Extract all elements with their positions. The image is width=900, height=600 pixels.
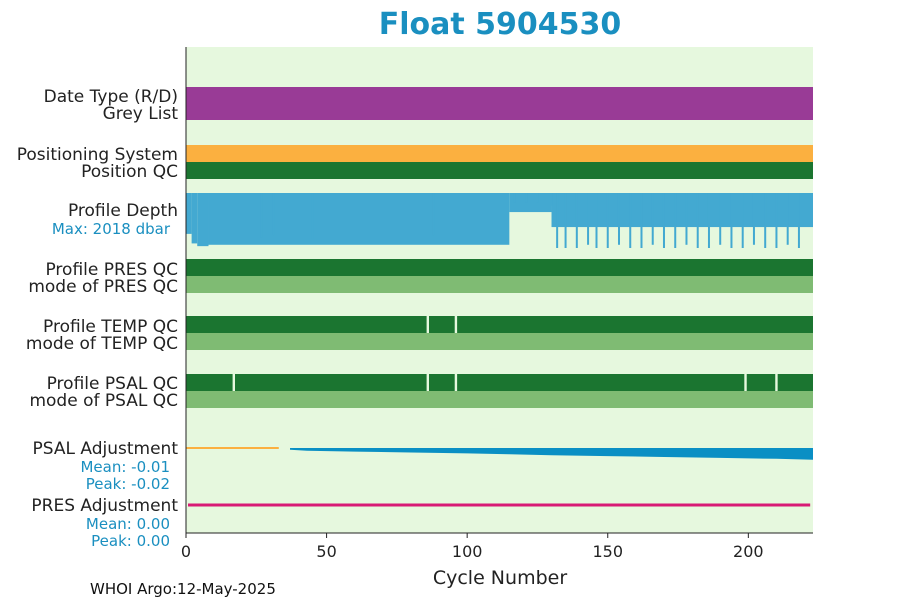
row-sublabel-profile_depth: Max: 2018 dbar [52, 220, 171, 238]
depth-dip-10 [575, 193, 578, 248]
depth-dip-8 [556, 193, 559, 248]
depth-dip-27 [764, 193, 767, 248]
row-labels: Date Type (R/D)Grey List Positioning Syst… [17, 87, 179, 550]
depth-segment-0 [186, 193, 192, 234]
depth-segment-2 [197, 193, 209, 247]
bar-position_qc [186, 162, 813, 179]
depth-dip-4 [513, 193, 516, 203]
bar-mode_temp_qc [186, 333, 813, 350]
bar-profile_psal_qc [186, 374, 813, 391]
row-mean-pres_adjustment: Mean: 0.00 [86, 515, 170, 533]
chart-title: Float 5904530 [379, 7, 622, 42]
row-bars [186, 87, 813, 408]
depth-dip-19 [674, 193, 677, 248]
row-label-mode_temp_qc: mode of TEMP QC [26, 334, 178, 354]
gap-profile_psal_qc-3 [744, 374, 747, 391]
depth-dip-0 [260, 193, 263, 238]
row-label-profile_depth: Profile Depth [68, 201, 178, 221]
depth-dip-5 [525, 193, 528, 203]
bar-mode_psal_qc [186, 391, 813, 408]
row-label-date_type: Date Type (R/D) [44, 87, 178, 107]
row-label-profile_pres_qc: Profile PRES QC [45, 260, 178, 280]
row-mean-psal_adjustment: Mean: -0.01 [80, 458, 170, 476]
depth-dip-24 [730, 193, 733, 248]
depth-dip-17 [651, 193, 654, 245]
depth-dip-22 [707, 193, 710, 248]
depth-dip-14 [617, 193, 620, 245]
depth-dip-11 [587, 193, 590, 245]
gap-profile_temp_qc-0 [426, 316, 430, 333]
depth-dip-6 [536, 193, 539, 203]
gap-profile_psal_qc-4 [775, 374, 778, 391]
psal-adjustment-early [186, 447, 279, 449]
depth-dip-25 [741, 193, 744, 248]
depth-dip-7 [550, 193, 553, 206]
bar-positioning_system [186, 145, 813, 162]
depth-dip-20 [685, 193, 688, 245]
depth-dip-16 [640, 193, 643, 248]
depth-segment-3 [208, 193, 510, 245]
depth-segment-1 [191, 193, 198, 244]
footer-text: WHOI Argo:12-May-2025 [90, 580, 276, 598]
x-axis-label: Cycle Number [433, 567, 567, 589]
row-peak-pres_adjustment: Peak: 0.00 [91, 532, 170, 550]
row-label-mode_psal_qc: mode of PSAL QC [29, 391, 178, 411]
depth-segment-4 [509, 193, 552, 213]
depth-dip-2 [311, 193, 314, 240]
row-label-psal_adjustment: PSAL Adjustment [33, 439, 179, 459]
bar-date_type [186, 87, 813, 120]
depth-dip-23 [719, 193, 722, 245]
x-tick-label-50: 50 [316, 542, 336, 561]
row-label-profile_psal_qc: Profile PSAL QC [47, 374, 178, 394]
profile-depth-series [186, 193, 813, 507]
depth-dip-29 [786, 193, 789, 245]
bar-profile_pres_qc [186, 259, 813, 276]
depth-dip-21 [696, 193, 699, 248]
gap-profile_temp_qc-1 [454, 316, 458, 333]
depth-dip-18 [662, 193, 665, 248]
row-peak-psal_adjustment: Peak: -0.02 [86, 475, 170, 493]
depth-dip-28 [775, 193, 778, 248]
psal-adjustment-area [290, 448, 813, 460]
x-ticks: 0 50 100 150 200 [181, 533, 764, 561]
row-label-position_qc: Position QC [81, 162, 178, 182]
gap-profile_psal_qc-2 [454, 374, 458, 391]
bar-profile_temp_qc [186, 316, 813, 333]
depth-dip-12 [595, 193, 598, 248]
row-label-pres_adjustment: PRES Adjustment [31, 496, 178, 516]
x-tick-label-0: 0 [181, 542, 191, 561]
bar-mode_pres_qc [186, 276, 813, 293]
row-label-grey_list: Grey List [103, 104, 179, 124]
depth-dip-3 [432, 193, 435, 236]
row-label-positioning_system: Positioning System [17, 145, 178, 165]
row-label-mode_pres_qc: mode of PRES QC [28, 277, 178, 297]
depth-dip-15 [629, 193, 632, 248]
x-tick-label-150: 150 [592, 542, 623, 561]
x-tick-label-200: 200 [733, 542, 764, 561]
depth-dip-1 [272, 193, 275, 236]
row-label-profile_temp_qc: Profile TEMP QC [43, 317, 178, 337]
gap-profile_psal_qc-1 [426, 374, 430, 391]
depth-dip-9 [564, 193, 567, 248]
x-tick-label-100: 100 [452, 542, 483, 561]
gap-profile_psal_qc-0 [232, 374, 235, 391]
depth-dip-26 [752, 193, 755, 245]
depth-dip-30 [797, 193, 800, 248]
depth-dip-13 [606, 193, 609, 248]
depth-segment-5 [551, 193, 813, 228]
